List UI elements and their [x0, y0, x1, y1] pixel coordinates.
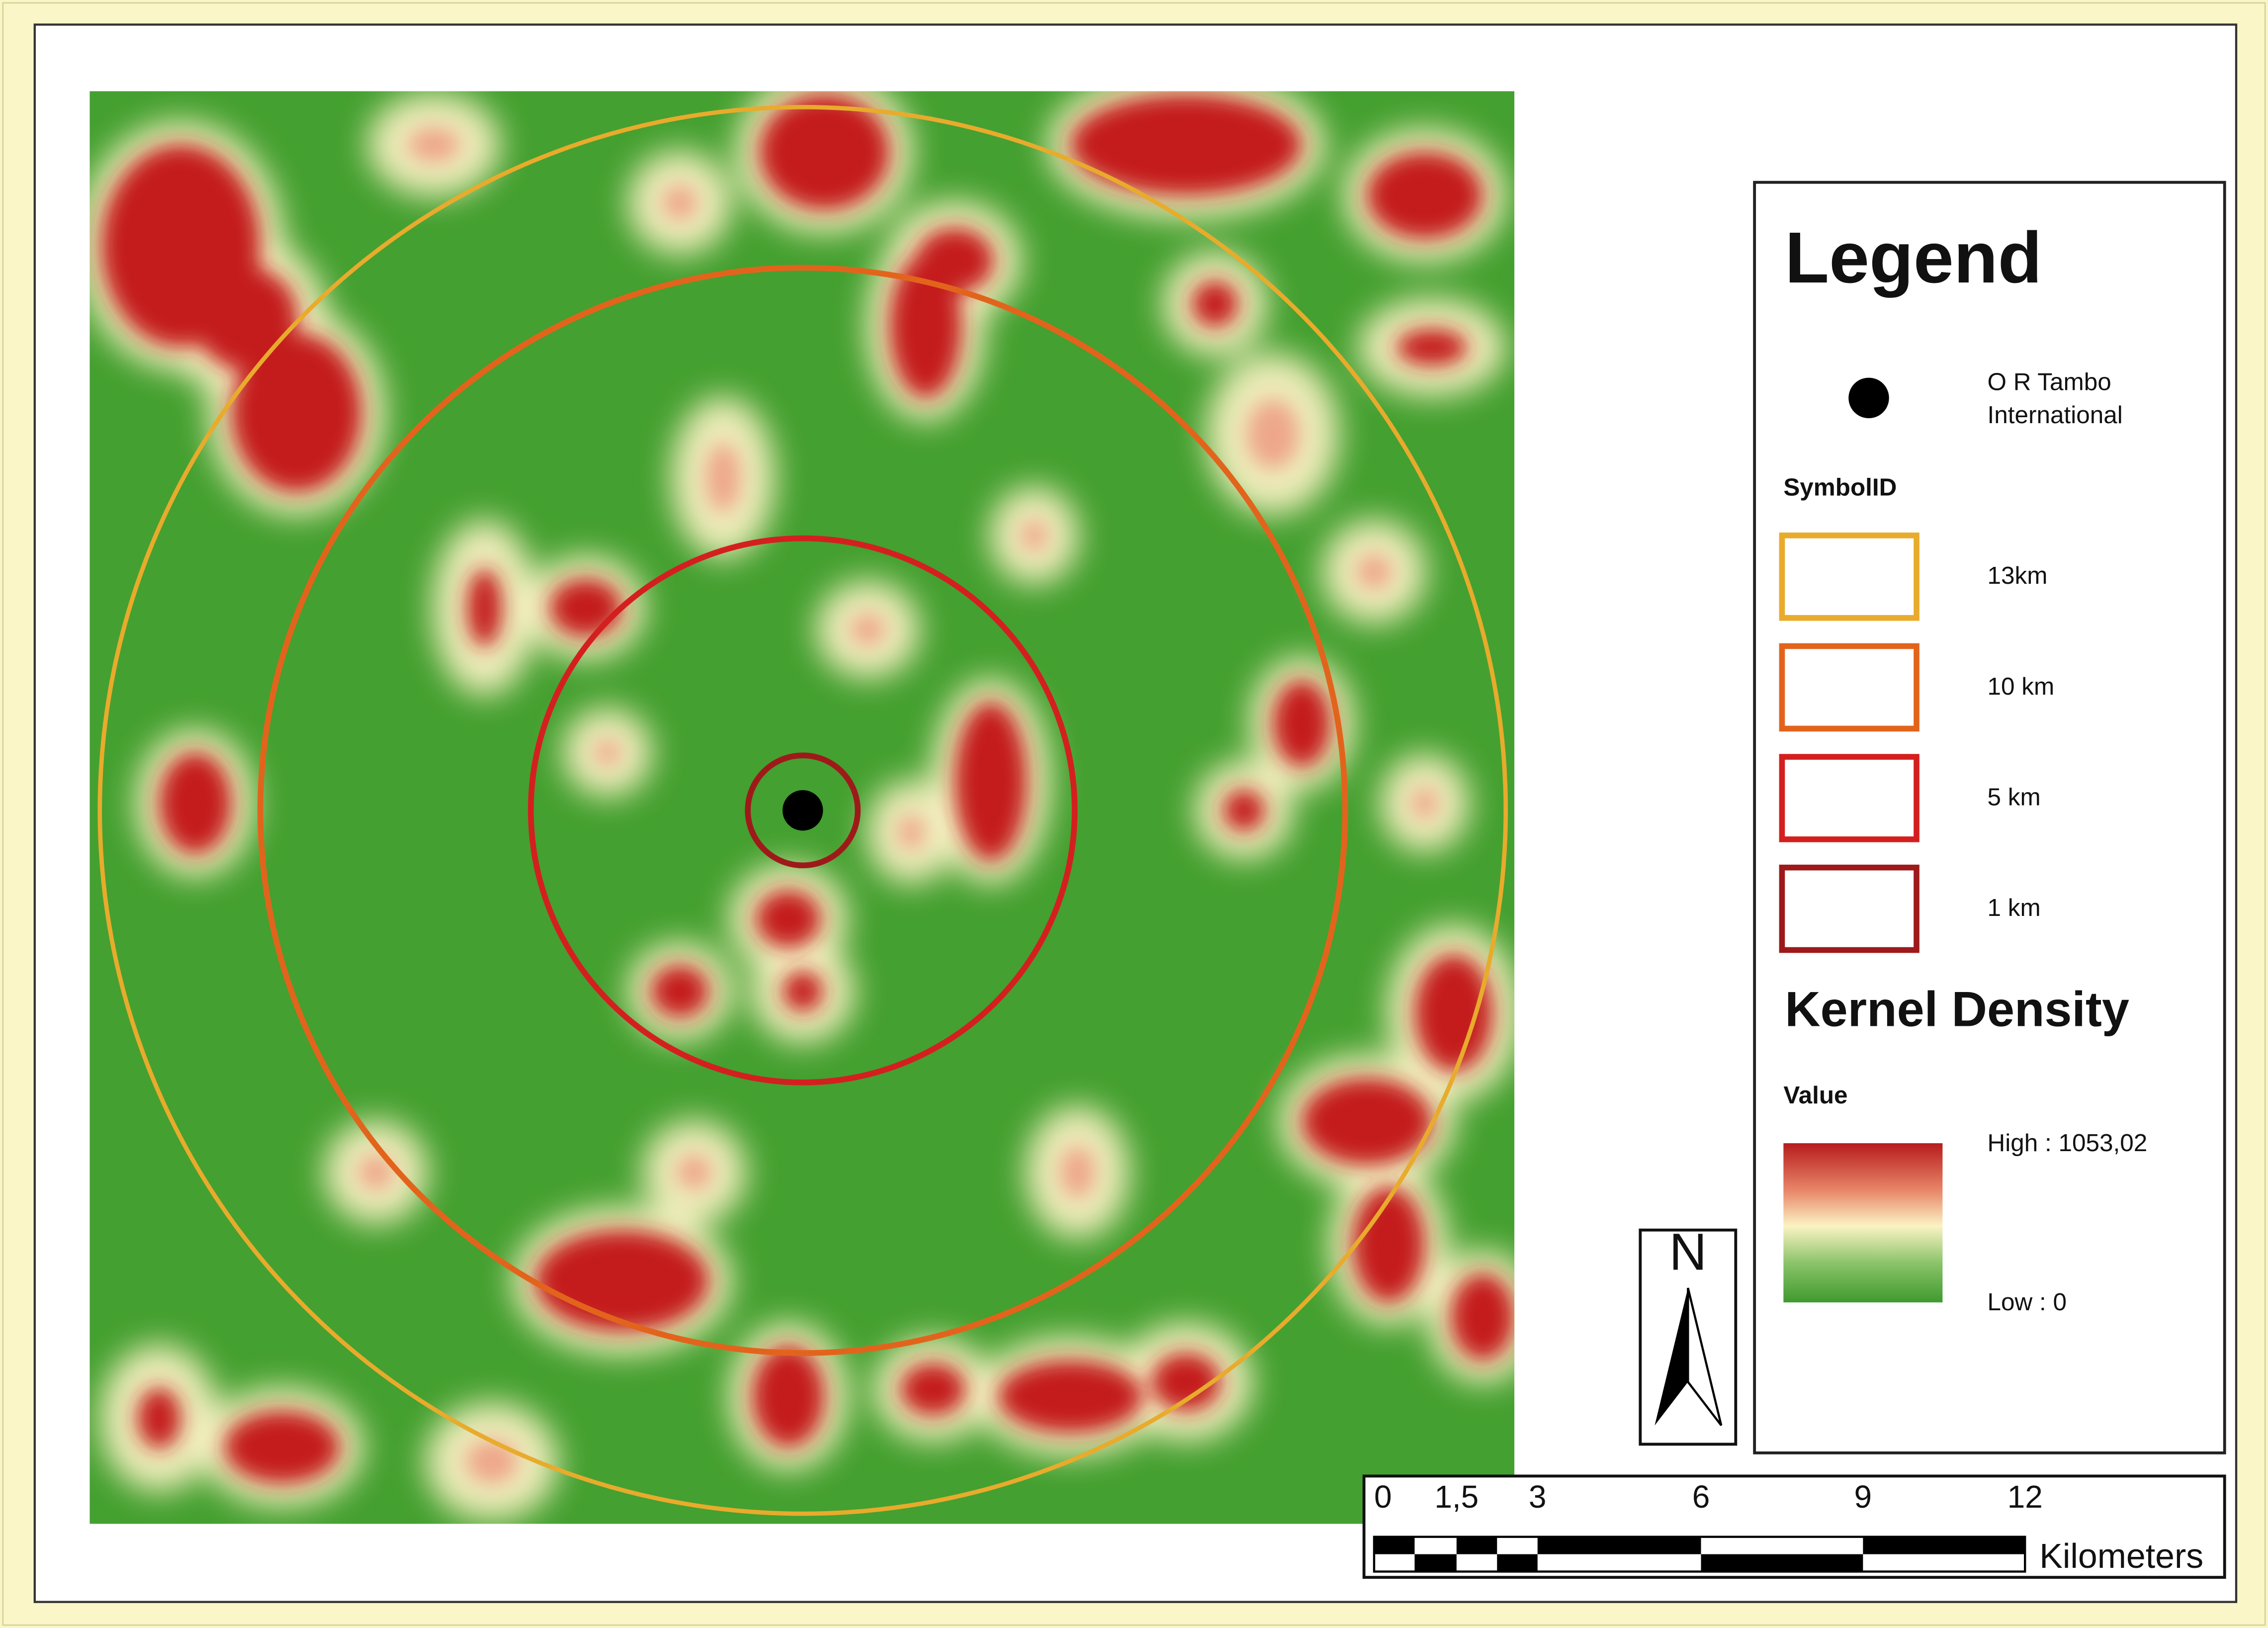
ramp-low-label: Low : 0	[1988, 1288, 2067, 1316]
density-core	[1411, 787, 1438, 819]
north-label: N	[1669, 1223, 1707, 1281]
density-core	[1070, 94, 1302, 195]
density-core	[900, 1363, 966, 1416]
density-core	[651, 965, 709, 1017]
buffer-label: 10 km	[1988, 673, 2055, 700]
scale-label: 12	[2007, 1479, 2043, 1515]
density-core	[408, 127, 460, 162]
density-core	[594, 739, 621, 766]
buffer-swatch	[1779, 643, 1919, 732]
scale-segment	[1863, 1537, 2025, 1554]
density-core	[1021, 520, 1047, 551]
scale-segment	[1374, 1537, 1415, 1554]
density-core	[1367, 152, 1483, 239]
airport-point	[783, 790, 823, 831]
density-core	[1192, 280, 1238, 327]
legend-heading: Value	[1783, 1082, 1847, 1109]
density-core	[662, 185, 698, 220]
arrow-right	[1687, 1287, 1723, 1426]
density-core	[1396, 329, 1468, 366]
density-core	[677, 1155, 712, 1190]
scale-segment	[1456, 1537, 1497, 1554]
buffer-swatch	[1779, 754, 1919, 842]
legend-title: Legend	[1785, 217, 2042, 298]
buffer-swatch	[1779, 532, 1919, 621]
buffer-label: 1 km	[1988, 894, 2041, 921]
scale-unit: Kilometers	[2039, 1537, 2203, 1575]
buffer-label: 5 km	[1988, 784, 2041, 811]
density-core	[1223, 789, 1265, 831]
density-core	[193, 266, 298, 371]
scale-label: 0	[1374, 1479, 1392, 1515]
buffer-13km	[97, 104, 1508, 1516]
legend-point-label: O R Tambo	[1988, 368, 2111, 395]
density-core	[1451, 1273, 1515, 1360]
density-core	[1352, 1186, 1425, 1303]
density-core	[955, 702, 1027, 861]
legend-heading: SymbolID	[1783, 474, 1897, 501]
density-core	[1246, 399, 1299, 469]
density-core	[467, 568, 502, 647]
density-core	[783, 971, 823, 1012]
buffer-label: 13km	[1988, 562, 2048, 589]
buffer-1km	[745, 752, 861, 869]
density-core	[1060, 1146, 1095, 1198]
density-core	[1302, 1078, 1432, 1165]
buffer-5km	[527, 535, 1078, 1085]
scale-label: 3	[1529, 1479, 1547, 1515]
density-core	[1273, 680, 1331, 767]
density-core	[998, 1360, 1143, 1433]
density-core	[850, 614, 885, 645]
buffer-swatch	[1779, 864, 1919, 953]
scale-segment	[1537, 1537, 1701, 1554]
legend-point-symbol	[1848, 377, 1889, 419]
north-arrow: N	[1639, 1223, 1738, 1446]
density-core	[1414, 954, 1493, 1072]
scale-segment	[1414, 1554, 1457, 1572]
density-ramp	[1783, 1143, 1943, 1303]
scale-bar: 0 1,5 3 6 9 12 Kilometers	[1362, 1474, 2226, 1579]
density-core	[535, 1230, 709, 1332]
density-core	[231, 333, 362, 492]
scale-segment	[1701, 1554, 1863, 1572]
density-core	[898, 814, 925, 850]
density-core	[756, 890, 821, 948]
density-core	[759, 94, 890, 210]
density-core	[1151, 1353, 1221, 1411]
density-core	[752, 1346, 825, 1447]
density-core	[549, 579, 622, 637]
density-core	[915, 228, 994, 293]
ramp-high-label: High : 1053,02	[1988, 1129, 2148, 1157]
buffer-rings	[97, 104, 1508, 1516]
density-core	[1357, 554, 1392, 589]
density-core	[465, 1440, 518, 1483]
density-core	[159, 752, 232, 854]
density-core	[358, 1155, 394, 1190]
scale-segment	[1497, 1554, 1538, 1572]
density-core	[705, 443, 741, 513]
legend-subtitle: Kernel Density	[1785, 981, 2129, 1036]
scale-label: 6	[1692, 1479, 1710, 1515]
density-core	[137, 1387, 181, 1449]
legend-point-label: International	[1988, 401, 2123, 429]
scale-label: 9	[1854, 1479, 1872, 1515]
scale-label: 1,5	[1434, 1479, 1479, 1515]
density-core	[224, 1411, 340, 1483]
buffer-legend: 13km 10 km 5 km 1 km	[1779, 532, 2055, 953]
buffer-10km	[257, 265, 1348, 1356]
arrow-left	[1655, 1288, 1688, 1426]
